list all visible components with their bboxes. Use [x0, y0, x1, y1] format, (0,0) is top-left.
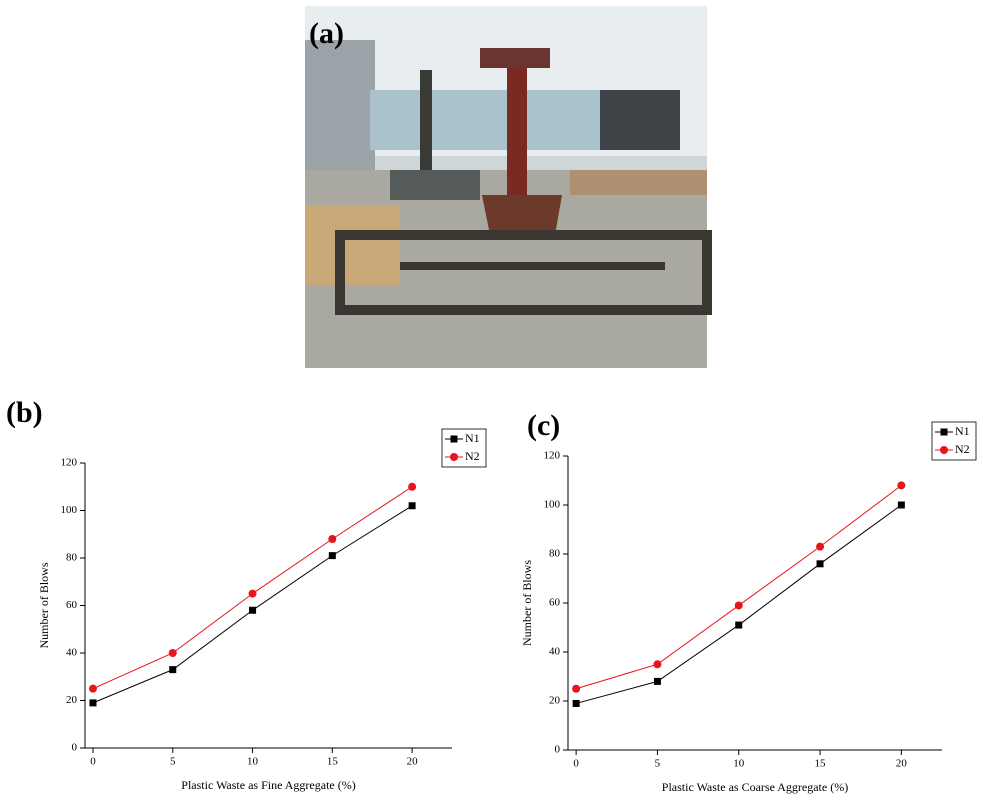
- marker: [897, 481, 905, 489]
- marker: [572, 685, 580, 693]
- legend-marker: [941, 429, 948, 436]
- x-tick-label: 0: [90, 756, 96, 768]
- photo-column: [507, 50, 527, 200]
- photo-machine: [420, 70, 432, 170]
- marker: [898, 502, 905, 509]
- marker: [329, 552, 336, 559]
- marker: [653, 660, 661, 668]
- legend-marker: [940, 446, 948, 454]
- y-tick-label: 60: [66, 599, 78, 611]
- y-tick-label: 80: [549, 548, 561, 560]
- marker: [169, 649, 177, 657]
- photo-arm: [480, 48, 550, 68]
- series-line: [93, 506, 412, 703]
- x-tick-label: 10: [247, 756, 259, 768]
- y-tick-label: 40: [66, 647, 78, 659]
- marker: [89, 699, 96, 706]
- marker: [409, 502, 416, 509]
- y-tick-label: 0: [72, 742, 78, 754]
- marker: [654, 678, 661, 685]
- x-tick-label: 20: [407, 756, 419, 768]
- photo-motor: [600, 90, 680, 150]
- y-tick-label: 40: [549, 646, 561, 658]
- photo-pallet: [570, 170, 707, 195]
- y-tick-label: 100: [544, 499, 561, 511]
- legend-label: N1: [955, 424, 970, 438]
- y-tick-label: 80: [66, 552, 78, 564]
- x-tick-label: 15: [815, 758, 827, 770]
- photo-bar: [400, 262, 665, 270]
- y-tick-label: 0: [555, 744, 561, 756]
- x-tick-label: 5: [655, 758, 661, 770]
- marker: [817, 560, 824, 567]
- y-tick-label: 120: [61, 457, 78, 469]
- y-tick-label: 120: [544, 450, 561, 462]
- x-tick-label: 20: [896, 758, 908, 770]
- y-axis-label: Number of Blows: [37, 562, 51, 648]
- x-tick-label: 10: [733, 758, 745, 770]
- marker: [735, 622, 742, 629]
- marker: [169, 666, 176, 673]
- photo-wood: [305, 205, 400, 285]
- marker: [328, 535, 336, 543]
- marker: [735, 601, 743, 609]
- y-tick-label: 100: [61, 504, 78, 516]
- legend-marker: [451, 436, 458, 443]
- legend-label: N1: [465, 431, 480, 445]
- marker: [89, 685, 97, 693]
- x-tick-label: 5: [170, 756, 176, 768]
- photo-window-band: [370, 90, 620, 150]
- series-line: [93, 487, 412, 689]
- marker: [249, 590, 257, 598]
- series-line: [576, 485, 901, 688]
- panel-label: (b): [6, 396, 43, 429]
- photo-cabinet: [305, 40, 375, 180]
- marker: [408, 483, 416, 491]
- x-tick-label: 0: [573, 758, 579, 770]
- marker: [573, 700, 580, 707]
- legend-marker: [450, 453, 458, 461]
- y-tick-label: 20: [549, 695, 561, 707]
- marker: [249, 607, 256, 614]
- x-tick-label: 15: [327, 756, 339, 768]
- x-axis-label: Plastic Waste as Fine Aggregate (%): [181, 778, 355, 792]
- marker: [816, 543, 824, 551]
- figure: (a) (b)02040608010012005101520Plastic Wa…: [0, 0, 983, 801]
- y-tick-label: 20: [66, 694, 78, 706]
- x-axis-label: Plastic Waste as Coarse Aggregate (%): [662, 780, 848, 794]
- panel-label: (c): [527, 409, 560, 442]
- legend-label: N2: [465, 449, 480, 463]
- panel-label: (a): [309, 17, 344, 50]
- legend-label: N2: [955, 442, 970, 456]
- photo-base: [390, 170, 480, 200]
- photo: (a): [305, 6, 707, 368]
- photo-mould: [482, 195, 562, 235]
- y-axis-label: Number of Blows: [520, 560, 534, 646]
- y-tick-label: 60: [549, 597, 561, 609]
